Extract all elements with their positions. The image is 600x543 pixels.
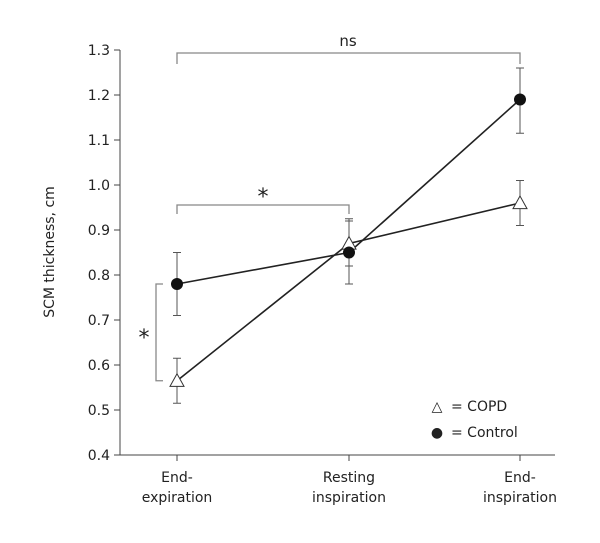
point-control: [171, 278, 183, 290]
bracket-star-top: [176, 204, 350, 214]
y-tick-label: 1.1: [88, 133, 110, 149]
x-tick-label-line2: inspiration: [312, 490, 386, 506]
y-tick-label: 0.6: [88, 358, 110, 374]
legend-copd-symbol: △: [432, 399, 443, 415]
y-tick-label: 0.5: [88, 403, 110, 419]
x-tick-label-line1: End-: [161, 470, 193, 486]
annotation-ns: ns: [339, 32, 357, 50]
y-tick-label: 1.2: [88, 88, 110, 104]
y-axis-label: SCM thickness, cm: [42, 186, 58, 318]
series-layer: [169, 67, 528, 404]
point-control: [343, 246, 355, 259]
x-tick-label-line2: expiration: [142, 490, 213, 506]
x-tick-label-line1: Resting: [323, 470, 375, 486]
y-ticks: 0.4 0.5 0.6 0.7 0.8 0.9 1.0 1.1 1.2 1.3: [88, 43, 120, 464]
legend-copd-text: = COPD: [451, 399, 507, 415]
significance-brackets: [155, 52, 521, 382]
point-copd: [169, 372, 185, 387]
annotation-star-left: *: [139, 326, 150, 351]
legend: △ = COPD ● = Control: [431, 399, 518, 441]
y-tick-label: 0.8: [88, 268, 110, 284]
legend-control-text: = Control: [451, 425, 518, 441]
x-tick-label-line2: inspiration: [483, 490, 557, 506]
y-tick-label: 0.7: [88, 313, 110, 329]
y-tick-label: 0.9: [88, 223, 110, 239]
y-tick-label: 1.3: [88, 43, 110, 59]
bracket-star-left: [155, 283, 163, 382]
point-control: [514, 93, 526, 106]
point-copd: [512, 194, 528, 210]
annotation-star-top: *: [258, 185, 269, 210]
legend-control-symbol: ●: [431, 425, 443, 441]
y-tick-label: 0.4: [88, 448, 110, 464]
x-tick-label-line1: End-: [504, 470, 536, 486]
y-tick-label: 1.0: [88, 178, 110, 194]
bracket-ns: [176, 52, 521, 64]
x-ticks: End-expiration Resting inspiration End-insp…: [142, 455, 557, 506]
